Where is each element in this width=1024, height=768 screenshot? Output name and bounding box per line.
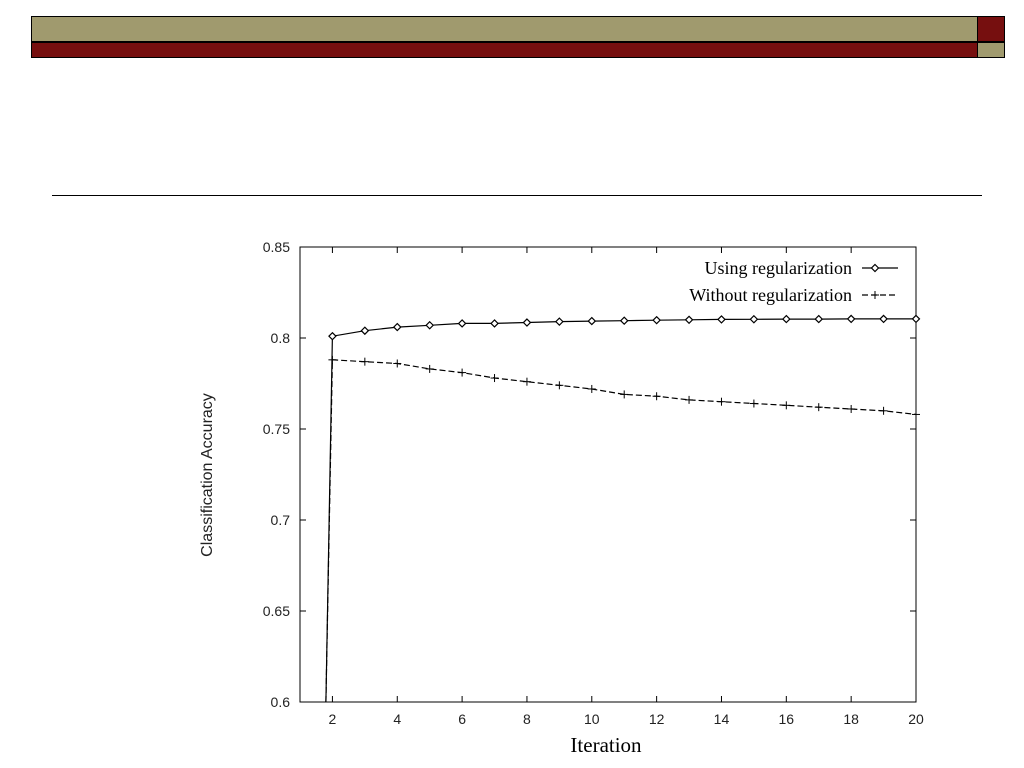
series-line-1: [325, 318, 916, 703]
data-point-diamond: [425, 320, 435, 330]
data-point-diamond: [749, 314, 759, 324]
data-point-plus: [458, 368, 467, 377]
data-point-plus: [685, 395, 694, 404]
banner-square-olive: [977, 42, 1005, 58]
x-tick-label: 2: [329, 711, 337, 727]
x-tick-label: 18: [843, 711, 859, 727]
x-tick-label: 12: [649, 711, 665, 727]
y-tick-label: 0.65: [263, 603, 290, 619]
data-point-plus: [522, 377, 531, 386]
data-point-diamond: [652, 315, 661, 325]
title-banner: [31, 16, 1005, 59]
y-tick-label: 0.7: [271, 512, 291, 528]
data-point-plus: [749, 399, 758, 408]
x-tick-label: 20: [908, 711, 924, 727]
data-point-plus: [328, 355, 337, 364]
series-line-2: [325, 359, 917, 703]
banner-square-maroon: [977, 16, 1005, 42]
data-point-diamond: [490, 319, 499, 328]
data-point-diamond: [870, 263, 880, 273]
data-point-plus: [652, 392, 661, 401]
plot-frame: [299, 246, 917, 703]
x-axis-label: Iteration: [570, 733, 642, 757]
data-point-diamond: [328, 331, 337, 341]
y-tick-label: 0.85: [263, 239, 290, 255]
data-point-plus: [425, 364, 434, 373]
data-point-diamond: [457, 319, 467, 328]
data-point-diamond: [814, 314, 824, 324]
data-point-diamond: [717, 315, 726, 324]
x-tick-label: 16: [779, 711, 795, 727]
data-point-diamond: [846, 314, 856, 324]
data-point-plus: [587, 384, 596, 393]
data-point-plus: [555, 381, 564, 390]
data-point-plus: [814, 403, 823, 412]
data-point-diamond: [392, 322, 402, 332]
data-point-plus: [847, 404, 856, 413]
x-tick-label: 10: [584, 711, 600, 727]
data-point-diamond: [781, 314, 791, 324]
x-tick-label: 4: [393, 711, 401, 727]
data-point-plus: [360, 357, 369, 366]
data-point-plus: [393, 359, 402, 368]
legend: Using regularization Without regularizati…: [689, 258, 898, 305]
data-point-diamond: [911, 314, 921, 324]
x-tick-label: 14: [714, 711, 730, 727]
data-point-plus: [620, 390, 629, 399]
data-point-plus: [871, 291, 879, 299]
data-point-plus: [912, 410, 920, 419]
y-tick-label: 0.75: [263, 421, 290, 437]
data-point-plus: [490, 374, 499, 383]
data-point-diamond: [587, 316, 597, 326]
data-point-diamond: [555, 317, 564, 326]
legend-label: Without regularization: [689, 285, 852, 305]
data-point-diamond: [684, 315, 694, 325]
y-tick-label: 0.8: [271, 330, 291, 346]
y-axis-label: Classification Accuracy: [199, 393, 216, 557]
x-tick-label: 6: [458, 711, 466, 727]
title-divider: [52, 195, 982, 196]
x-tick-label: 8: [523, 711, 531, 727]
data-point-diamond: [360, 326, 370, 336]
data-point-diamond: [522, 318, 532, 327]
banner-bar-olive: [31, 16, 978, 42]
data-point-plus: [782, 401, 791, 410]
axis-ticks: 2 4 6 8 10 12 14 16 18 20 0.6 0.65 0.7 0.75 0.8 0.85: [263, 239, 924, 727]
y-tick-label: 0.6: [271, 694, 291, 710]
data-point-diamond: [879, 314, 888, 324]
legend-label: Using regularization: [705, 258, 852, 278]
data-point-diamond: [619, 316, 629, 326]
data-point-plus: [717, 397, 726, 406]
series-layer: [325, 314, 921, 703]
data-point-plus: [879, 406, 888, 415]
